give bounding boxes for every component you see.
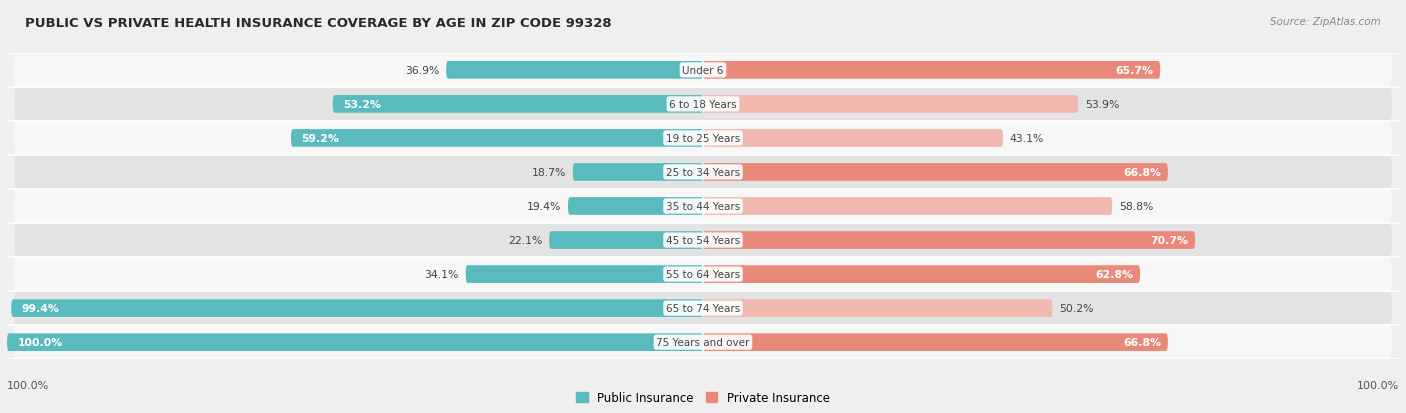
Text: 6 to 18 Years: 6 to 18 Years: [669, 100, 737, 109]
Text: 35 to 44 Years: 35 to 44 Years: [666, 202, 740, 211]
Text: 18.7%: 18.7%: [531, 168, 565, 178]
FancyBboxPatch shape: [703, 334, 1168, 351]
FancyBboxPatch shape: [703, 62, 1160, 79]
Text: 75 Years and over: 75 Years and over: [657, 337, 749, 347]
FancyBboxPatch shape: [11, 299, 703, 317]
FancyBboxPatch shape: [14, 156, 1392, 189]
Text: 100.0%: 100.0%: [7, 380, 49, 390]
Text: 70.7%: 70.7%: [1150, 235, 1188, 245]
FancyBboxPatch shape: [14, 55, 1392, 87]
FancyBboxPatch shape: [14, 224, 1392, 257]
FancyBboxPatch shape: [703, 96, 1078, 114]
Text: 66.8%: 66.8%: [1123, 337, 1161, 347]
Text: 45 to 54 Years: 45 to 54 Years: [666, 235, 740, 245]
FancyBboxPatch shape: [465, 266, 703, 283]
FancyBboxPatch shape: [333, 96, 703, 114]
FancyBboxPatch shape: [14, 190, 1392, 223]
FancyBboxPatch shape: [14, 88, 1392, 121]
Text: 100.0%: 100.0%: [17, 337, 63, 347]
FancyBboxPatch shape: [572, 164, 703, 181]
Text: 25 to 34 Years: 25 to 34 Years: [666, 168, 740, 178]
FancyBboxPatch shape: [568, 198, 703, 215]
Text: 65 to 74 Years: 65 to 74 Years: [666, 304, 740, 313]
FancyBboxPatch shape: [291, 130, 703, 147]
Text: Under 6: Under 6: [682, 66, 724, 76]
FancyBboxPatch shape: [14, 292, 1392, 325]
FancyBboxPatch shape: [703, 130, 1002, 147]
Text: 19 to 25 Years: 19 to 25 Years: [666, 133, 740, 144]
Text: 43.1%: 43.1%: [1010, 133, 1045, 144]
FancyBboxPatch shape: [703, 299, 1052, 317]
Text: 59.2%: 59.2%: [301, 133, 339, 144]
Text: PUBLIC VS PRIVATE HEALTH INSURANCE COVERAGE BY AGE IN ZIP CODE 99328: PUBLIC VS PRIVATE HEALTH INSURANCE COVER…: [25, 17, 612, 29]
FancyBboxPatch shape: [14, 258, 1392, 291]
Text: 62.8%: 62.8%: [1095, 269, 1133, 280]
Text: 19.4%: 19.4%: [527, 202, 561, 211]
FancyBboxPatch shape: [446, 62, 703, 79]
FancyBboxPatch shape: [703, 198, 1112, 215]
Text: 99.4%: 99.4%: [21, 304, 59, 313]
Text: 55 to 64 Years: 55 to 64 Years: [666, 269, 740, 280]
Text: 53.2%: 53.2%: [343, 100, 381, 109]
FancyBboxPatch shape: [703, 232, 1195, 249]
FancyBboxPatch shape: [703, 266, 1140, 283]
FancyBboxPatch shape: [14, 326, 1392, 358]
Text: 58.8%: 58.8%: [1119, 202, 1153, 211]
Text: 36.9%: 36.9%: [405, 66, 439, 76]
Text: Source: ZipAtlas.com: Source: ZipAtlas.com: [1270, 17, 1381, 26]
Text: 34.1%: 34.1%: [425, 269, 458, 280]
Text: 22.1%: 22.1%: [508, 235, 543, 245]
Text: 53.9%: 53.9%: [1085, 100, 1119, 109]
Legend: Public Insurance, Private Insurance: Public Insurance, Private Insurance: [571, 386, 835, 408]
FancyBboxPatch shape: [7, 334, 703, 351]
Text: 66.8%: 66.8%: [1123, 168, 1161, 178]
FancyBboxPatch shape: [14, 122, 1392, 155]
FancyBboxPatch shape: [703, 164, 1168, 181]
FancyBboxPatch shape: [550, 232, 703, 249]
Text: 50.2%: 50.2%: [1059, 304, 1094, 313]
Text: 65.7%: 65.7%: [1115, 66, 1153, 76]
Text: 100.0%: 100.0%: [1357, 380, 1399, 390]
